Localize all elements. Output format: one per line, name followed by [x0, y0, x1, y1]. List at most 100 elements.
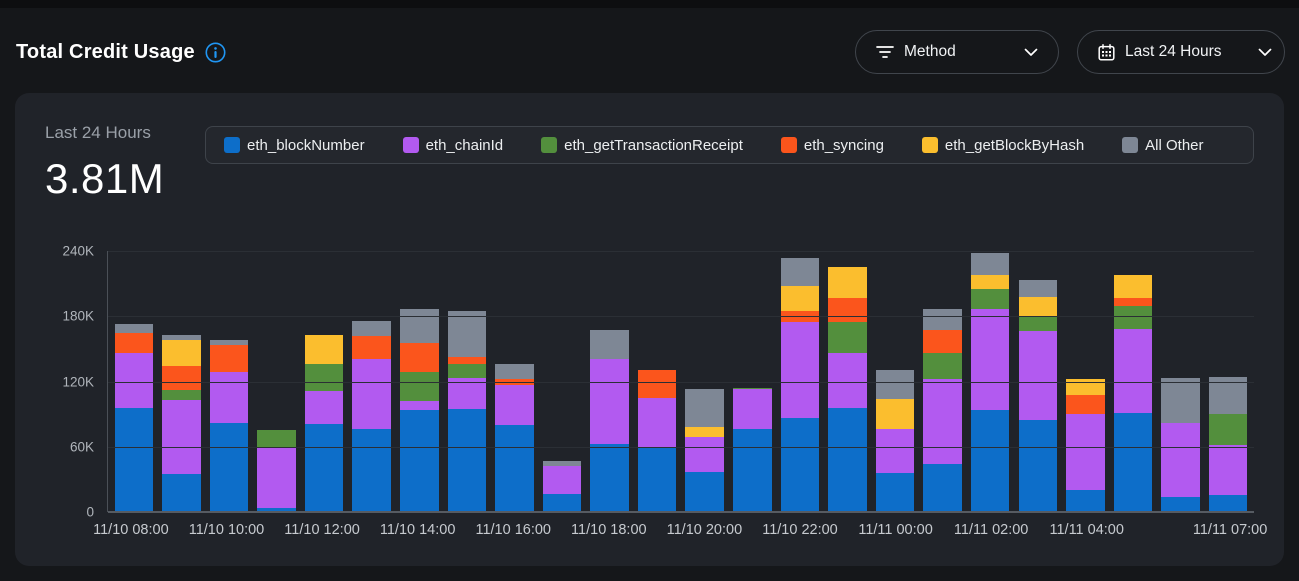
- legend-item-eth-chainid[interactable]: eth_chainId: [402, 137, 503, 154]
- legend-item-eth-getblockbyhash[interactable]: eth_getBlockByHash: [921, 136, 1085, 154]
- segment-eth-gettransactionreceipt: [447, 364, 487, 379]
- y-tick-label: 60K: [69, 439, 94, 455]
- method-filter-dropdown[interactable]: Method: [855, 30, 1059, 74]
- bar-11-10-12-00[interactable]: [304, 251, 344, 512]
- y-axis: 0 60K 120K 180K 240K: [46, 244, 108, 520]
- bar-11-10-09-00[interactable]: [162, 251, 201, 512]
- chart-card: Last 24 Hours 3.81M eth_blockNumber eth_c…: [15, 93, 1284, 566]
- bar-11-10-20-00[interactable]: [685, 251, 724, 512]
- segment-eth-gettransactionreceipt: [970, 289, 1010, 309]
- bar-slot: [300, 251, 348, 512]
- bar-slot: [1062, 251, 1110, 512]
- x-tick-label: 11/10 18:00: [571, 522, 647, 538]
- segment-all-other: [447, 310, 487, 357]
- bar-11-11-01-00[interactable]: [923, 251, 962, 512]
- bar-11-10-11-00[interactable]: [257, 251, 296, 512]
- legend-item-eth-gettransactionreceipt[interactable]: eth_getTransactionReceipt: [541, 137, 743, 154]
- bar-11-11-04-00[interactable]: [1066, 251, 1105, 512]
- bar-11-10-17-00[interactable]: [542, 251, 582, 512]
- bar-11-11-05-00[interactable]: [1113, 251, 1153, 512]
- segment-eth-blocknumber: [114, 407, 154, 512]
- segment-eth-blocknumber: [970, 409, 1010, 512]
- segment-eth-blocknumber: [209, 422, 249, 512]
- gridline-120K: [108, 381, 1254, 383]
- x-tick-label: 11/11 02:00: [953, 522, 1029, 538]
- segment-all-other: [352, 320, 391, 336]
- segment-eth-chainid: [495, 384, 534, 425]
- bar-slot: [586, 251, 634, 512]
- segment-eth-chainid: [447, 378, 487, 409]
- segment-eth-blocknumber: [162, 473, 201, 512]
- segment-eth-getblockbyhash: [685, 427, 724, 437]
- legend-item-eth-syncing[interactable]: eth_syncing: [780, 136, 884, 154]
- bar-11-11-03-00[interactable]: [1018, 251, 1058, 512]
- bar-slot: [633, 251, 681, 512]
- segment-all-other: [590, 330, 629, 359]
- segment-all-other: [1161, 378, 1200, 423]
- segment-eth-chainid: [1208, 444, 1248, 495]
- bar-11-11-07-00[interactable]: [1208, 251, 1248, 512]
- bar-slot: [348, 251, 396, 512]
- metric-value: 3.81M: [45, 155, 165, 202]
- segment-eth-syncing: [352, 335, 391, 359]
- bar-11-10-21-00[interactable]: [733, 251, 772, 512]
- header-controls: Method Last 24 Hours: [855, 30, 1285, 74]
- segment-eth-getblockbyhash: [304, 334, 344, 365]
- segment-eth-gettransactionreceipt: [733, 388, 772, 390]
- credit-usage-chart: 0 60K 120K 180K 240K 11/10 08:00 11/10 10:00 1…: [45, 244, 1267, 539]
- bar-11-10-16-00[interactable]: [495, 251, 534, 512]
- segment-all-other: [1018, 280, 1058, 297]
- bar-11-10-23-00[interactable]: [828, 251, 867, 512]
- bar-11-11-00-00[interactable]: [875, 251, 915, 512]
- metric-label: Last 24 Hours: [45, 123, 151, 142]
- bar-11-10-19-00[interactable]: [637, 251, 677, 512]
- legend-swatch: [402, 137, 419, 153]
- segment-eth-gettransactionreceipt: [1113, 306, 1153, 330]
- bar-slot: [1109, 251, 1157, 512]
- title-wrap: Total Credit Usage: [16, 41, 226, 64]
- segment-eth-getblockbyhash: [970, 274, 1010, 290]
- gridline-180K: [108, 316, 1254, 318]
- plot: 0 60K 120K 180K 240K: [62, 244, 1254, 520]
- bar-11-10-14-00[interactable]: [399, 251, 439, 512]
- legend-label: eth_getBlockByHash: [944, 136, 1085, 154]
- segment-eth-blocknumber: [1018, 419, 1058, 512]
- segment-eth-getblockbyhash: [1113, 274, 1153, 298]
- bar-11-11-02-00[interactable]: [970, 251, 1010, 512]
- legend-swatch: [921, 137, 938, 153]
- segment-eth-chainid: [875, 429, 915, 473]
- legend-swatch: [780, 137, 797, 153]
- legend-label: eth_syncing: [803, 136, 884, 154]
- segment-eth-syncing: [637, 369, 677, 398]
- bar-11-10-18-00[interactable]: [590, 251, 629, 512]
- bar-11-11-06-00[interactable]: [1161, 251, 1200, 512]
- segment-eth-syncing: [1113, 297, 1153, 307]
- time-range-dropdown[interactable]: Last 24 Hours: [1077, 30, 1285, 74]
- segment-eth-blocknumber: [1113, 413, 1153, 512]
- bar-11-10-13-00[interactable]: [352, 251, 391, 512]
- segment-eth-blocknumber: [923, 464, 962, 512]
- bars-container: [110, 251, 1252, 512]
- segment-eth-gettransactionreceipt: [828, 321, 867, 354]
- bar-11-10-08-00[interactable]: [114, 251, 154, 512]
- segment-eth-blocknumber: [1161, 496, 1200, 512]
- segment-eth-chainid: [162, 400, 201, 474]
- bar-slot: [966, 251, 1014, 512]
- page-title: Total Credit Usage: [16, 40, 195, 63]
- legend-item-eth-blocknumber[interactable]: eth_blockNumber: [224, 137, 365, 154]
- legend-item-all-other[interactable]: All Other: [1122, 137, 1204, 154]
- segment-eth-blocknumber: [542, 493, 582, 512]
- bar-11-10-15-00[interactable]: [447, 251, 487, 512]
- segment-eth-blocknumber: [495, 425, 534, 512]
- segment-eth-gettransactionreceipt: [162, 390, 201, 400]
- info-icon[interactable]: [205, 42, 226, 63]
- bar-slot: [158, 251, 206, 512]
- bar-11-10-22-00[interactable]: [780, 251, 820, 512]
- bar-slot: [395, 251, 443, 512]
- bar-slot: [1014, 251, 1062, 512]
- segment-eth-blocknumber: [875, 472, 915, 512]
- gridline-60K: [108, 446, 1254, 448]
- bar-slot: [253, 251, 301, 512]
- segment-eth-syncing: [399, 343, 439, 372]
- bar-11-10-10-00[interactable]: [209, 251, 249, 512]
